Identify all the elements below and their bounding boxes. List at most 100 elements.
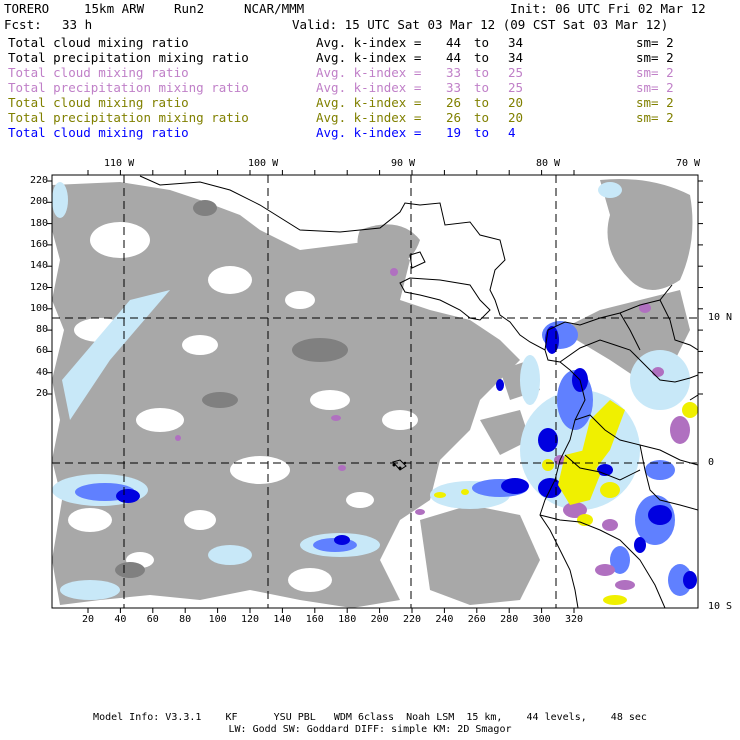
bottom-tick-label: 240 [435, 614, 454, 625]
model-resolution: 15km ARW [84, 1, 145, 16]
yellow-layer [434, 400, 698, 605]
top-tick-label: 80 W [536, 158, 561, 169]
right-tick-label: 0 [708, 457, 715, 468]
bottom-tick-label: 120 [240, 614, 260, 625]
legend-from: 33 [446, 80, 462, 95]
legend-field: Total cloud mixing ratio [8, 35, 189, 50]
legend-row: Total precipitation mixing ratio Avg. k-i… [0, 110, 740, 125]
legend-from: 44 [446, 35, 462, 50]
legend-sm: sm= 2 [636, 110, 674, 125]
legend-field: Total precipitation mixing ratio [8, 50, 249, 65]
legend-field: Total cloud mixing ratio [8, 65, 189, 80]
top-tick-label: 90 W [391, 158, 416, 169]
legend-to: 34 [508, 35, 524, 50]
bottom-tick-label: 320 [564, 614, 584, 625]
bottom-tick-label: 140 [273, 614, 292, 625]
gray-cloud-layer [52, 179, 693, 608]
legend-label: Avg. k-index = [316, 35, 422, 50]
legend-from: 44 [446, 50, 462, 65]
legend-field: Total precipitation mixing ratio [8, 80, 249, 95]
bottom-tick-label: 160 [305, 614, 324, 625]
dense-cloud-layer [115, 200, 348, 578]
bottom-tick-label: 220 [402, 614, 422, 625]
legend-to-word: to [474, 65, 490, 80]
bottom-tick-label: 60 [146, 614, 159, 625]
coastlines [139, 175, 698, 608]
legend-row: Total precipitation mixing ratio Avg. k-i… [0, 80, 740, 95]
legend-to-word: to [474, 80, 490, 95]
left-tick-label: 200 [29, 196, 48, 208]
legend-sm: sm= 2 [636, 95, 674, 110]
legend-to: 25 [508, 80, 524, 95]
purple-layer [175, 268, 690, 590]
legend-to-word: to [474, 35, 490, 50]
legend-sm: sm= 2 [636, 65, 674, 80]
left-tick-label: 20 [35, 388, 48, 399]
bottom-tick-label: 20 [81, 614, 95, 625]
legend-row: Total cloud mixing ratio Avg. k-index = 33… [0, 65, 740, 80]
valid-time: Valid: 15 UTC Sat 03 Mar 12 (09 CST Sat … [292, 17, 669, 32]
physics-info-line: LW: Godd SW: Goddard DIFF: simple KM: 2D… [228, 724, 512, 735]
legend-field: Total cloud mixing ratio [8, 95, 189, 110]
left-tick-label: 220 [29, 175, 48, 186]
forecast-hour: 33 h [62, 17, 93, 32]
legend-row: Total cloud mixing ratio Avg. k-index = 44… [0, 35, 740, 50]
forecast-label: Fcst: [4, 17, 42, 32]
legend-label: Avg. k-index = [316, 65, 422, 80]
left-tick-label: 60 [35, 345, 48, 357]
bottom-tick-label: 180 [338, 614, 357, 625]
legend-to: 25 [508, 65, 524, 80]
legend-label: Avg. k-index = [316, 80, 422, 95]
left-tick-label: 100 [29, 302, 48, 314]
bottom-tick-label: 260 [467, 614, 486, 625]
header-row-2: Fcst: 33 h Valid: 15 UTC Sat 03 Mar 12 (… [0, 17, 740, 32]
init-time: Init: 06 UTC Fri 02 Mar 12 [510, 1, 706, 16]
bottom-tick-label: 300 [532, 614, 551, 625]
legend-from: 33 [446, 65, 462, 80]
legend-to-word: to [474, 95, 490, 110]
legend-from: 19 [446, 125, 462, 140]
legend-label: Avg. k-index = [316, 95, 422, 110]
legend-label: Avg. k-index = [316, 50, 422, 65]
legend-from: 26 [446, 95, 462, 110]
tick-marks [47, 170, 703, 613]
legend-sm: sm= 2 [636, 50, 674, 65]
bottom-tick-label: 40 [114, 614, 127, 625]
top-tick-label: 70 W [676, 158, 701, 169]
legend-to-word: to [474, 125, 490, 140]
left-tick-label: 80 [35, 324, 48, 336]
legend-field: Total precipitation mixing ratio [8, 110, 249, 125]
legend-field: Total cloud mixing ratio [8, 125, 189, 140]
top-tick-label: 110 W [104, 158, 135, 169]
legend-to: 20 [508, 110, 524, 125]
left-tick-label: 120 [29, 281, 48, 293]
legend-row: Total precipitation mixing ratio Avg. k-i… [0, 50, 740, 65]
legend-label: Avg. k-index = [316, 125, 422, 140]
legend-from: 26 [446, 110, 462, 125]
galapagos [392, 461, 407, 470]
cloud-field [52, 175, 698, 608]
graticule [52, 175, 698, 608]
legend-to: 20 [508, 95, 524, 110]
bottom-tick-label: 100 [208, 614, 227, 625]
organization: NCAR/MMM [244, 1, 305, 16]
right-tick-label: 10 N [708, 312, 733, 323]
header-row-1: TORERO 15km ARW Run2 NCAR/MMM Init: 06 U… [0, 1, 740, 16]
bottom-tick-label: 80 [179, 614, 192, 625]
legend-to-word: to [474, 110, 490, 125]
legend-row: Total cloud mixing ratio Avg. k-index = 19… [0, 125, 740, 140]
legend-to: 4 [508, 125, 516, 140]
right-tick-label: 10 S [708, 601, 733, 612]
run-name: Run2 [174, 1, 205, 16]
left-tick-label: 40 [35, 366, 48, 378]
left-tick-label: 160 [29, 238, 48, 250]
left-tick-label: 140 [29, 260, 48, 272]
cloud-gaps [68, 222, 418, 592]
legend-sm: sm= 2 [636, 80, 674, 95]
legend-to: 34 [508, 50, 524, 65]
legend-row: Total cloud mixing ratio Avg. k-index = 26… [0, 95, 740, 110]
bottom-tick-label: 200 [370, 614, 389, 625]
legend-sm: sm= 2 [636, 35, 674, 50]
left-tick-label: 180 [29, 217, 48, 229]
